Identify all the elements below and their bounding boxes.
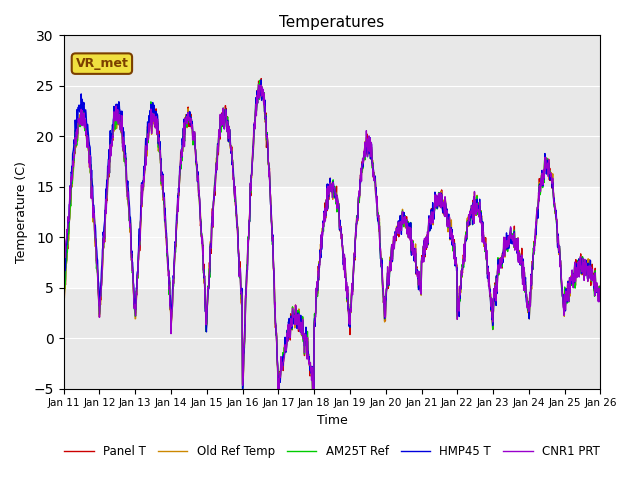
Panel T [310, 395, 317, 400]
AM25T Ref [166, 300, 173, 306]
AM25T Ref [256, 77, 264, 83]
Old Ref Temp [239, 382, 247, 387]
AM25T Ref [60, 298, 67, 304]
Line: HMP45 T: HMP45 T [63, 80, 600, 398]
X-axis label: Time: Time [317, 414, 348, 427]
HMP45 T [166, 303, 173, 309]
Line: Old Ref Temp: Old Ref Temp [63, 83, 600, 395]
Panel T [486, 286, 493, 291]
HMP45 T [416, 280, 424, 286]
HMP45 T [60, 287, 67, 293]
Text: VR_met: VR_met [76, 57, 129, 70]
CNR1 PRT [416, 278, 424, 284]
CNR1 PRT [166, 303, 173, 309]
Line: AM25T Ref: AM25T Ref [63, 80, 600, 398]
Panel T [179, 141, 187, 146]
HMP45 T [486, 289, 493, 295]
AM25T Ref [533, 207, 541, 213]
Panel T [60, 298, 67, 303]
CNR1 PRT [274, 398, 282, 404]
Panel T [533, 210, 541, 216]
Panel T [596, 288, 604, 294]
CNR1 PRT [239, 376, 247, 382]
HMP45 T [596, 292, 604, 298]
Old Ref Temp [596, 293, 604, 299]
AM25T Ref [596, 287, 604, 293]
Line: CNR1 PRT: CNR1 PRT [63, 85, 600, 401]
CNR1 PRT [60, 271, 67, 276]
HMP45 T [257, 77, 265, 83]
Panel T [239, 381, 247, 386]
HMP45 T [179, 136, 187, 142]
CNR1 PRT [486, 291, 493, 297]
Old Ref Temp [166, 307, 173, 312]
Old Ref Temp [257, 80, 264, 86]
Old Ref Temp [309, 392, 317, 397]
HMP45 T [533, 208, 541, 214]
AM25T Ref [416, 280, 424, 286]
Panel T [166, 306, 173, 312]
Old Ref Temp [416, 284, 424, 290]
AM25T Ref [309, 396, 317, 401]
CNR1 PRT [179, 141, 187, 146]
Panel T [257, 76, 265, 82]
Legend: Panel T, Old Ref Temp, AM25T Ref, HMP45 T, CNR1 PRT: Panel T, Old Ref Temp, AM25T Ref, HMP45 … [60, 441, 605, 463]
HMP45 T [310, 395, 317, 401]
Bar [63, 187, 600, 288]
CNR1 PRT [533, 206, 541, 212]
Old Ref Temp [533, 207, 541, 213]
AM25T Ref [179, 135, 187, 141]
Panel T [416, 280, 424, 286]
AM25T Ref [239, 375, 247, 381]
CNR1 PRT [255, 82, 262, 88]
HMP45 T [239, 380, 247, 386]
Title: Temperatures: Temperatures [280, 15, 385, 30]
Old Ref Temp [179, 141, 187, 147]
Y-axis label: Temperature (C): Temperature (C) [15, 161, 28, 263]
Old Ref Temp [486, 284, 493, 289]
AM25T Ref [486, 286, 493, 292]
CNR1 PRT [596, 293, 604, 299]
Old Ref Temp [60, 303, 67, 309]
Line: Panel T: Panel T [63, 79, 600, 397]
